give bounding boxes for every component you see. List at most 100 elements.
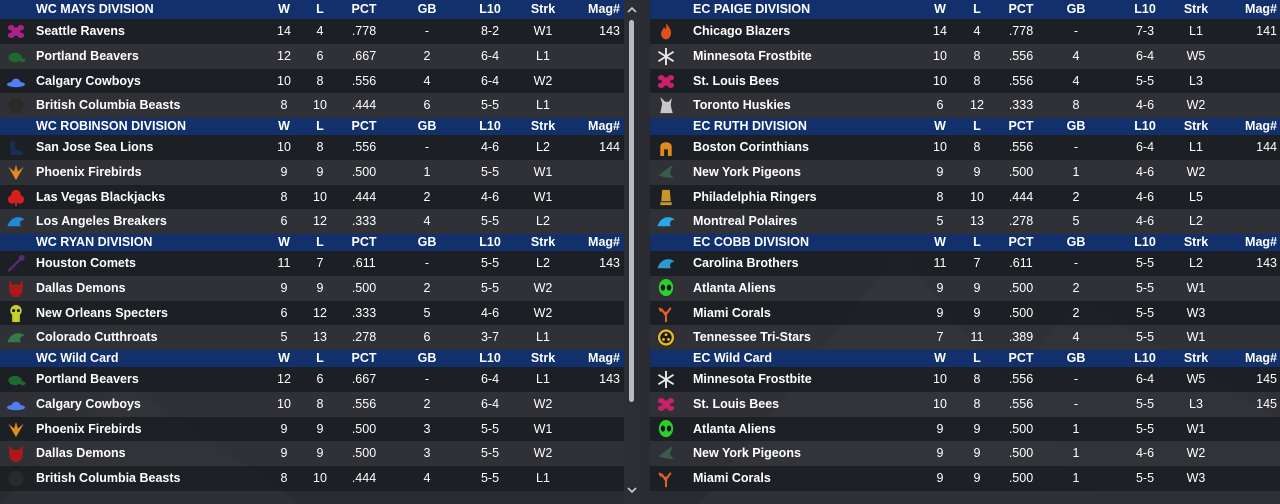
stat-gb: 5: [423, 305, 431, 320]
column-header-w: W: [278, 119, 290, 133]
scroll-up-icon[interactable]: [626, 4, 638, 16]
stat-w: 11: [933, 256, 947, 270]
stat-w: 10: [933, 140, 947, 154]
stat-w: 9: [936, 280, 944, 295]
team-row-portland-beavers[interactable]: Portland Beavers 12 6 .667 2 6-4 L1: [0, 43, 624, 69]
stat-w: 6: [280, 214, 288, 229]
column-header-pct: PCT: [351, 351, 377, 365]
stat-w: 8: [280, 189, 288, 204]
team-row-minnesota-frostbite[interactable]: Minnesota Frostbite 10 8 .556 4 6-4 W5: [650, 43, 1280, 69]
stat-l: 8: [973, 48, 981, 63]
column-header-w: W: [278, 235, 290, 249]
team-row-carolina-brothers[interactable]: Carolina Brothers 11 7 .611 - 5-5 L2 143: [650, 251, 1280, 276]
division-header-ec-wild-card[interactable]: EC Wild Card W L PCT GB L10 Strk Mag#: [650, 350, 1280, 367]
phoenix-firebirds-logo-icon: [6, 420, 26, 439]
stat-l: 10: [970, 189, 984, 204]
new-orleans-specters-logo-icon: [6, 304, 26, 323]
team-row-new-york-pigeons[interactable]: New York Pigeons 9 9 .500 1 4-6 W2: [650, 441, 1280, 466]
division-header-wc-ryan-division[interactable]: WC RYAN DIVISION W L PCT GB L10 Strk Mag#: [0, 234, 624, 251]
stat-pct: .389: [1008, 330, 1034, 345]
team-row-chicago-blazers[interactable]: Chicago Blazers 14 4 .778 - 7-3 L1 141: [650, 19, 1280, 44]
boston-corinthians-logo-icon: [656, 138, 676, 157]
team-row-st-louis-bees[interactable]: St. Louis Bees 10 8 .556 - 5-5 L3 145: [650, 391, 1280, 417]
column-header-pct: PCT: [351, 2, 377, 16]
team-row-colorado-cutthroats[interactable]: Colorado Cutthroats 5 13 .278 6 3-7 L1: [0, 325, 624, 350]
stat-l: 9: [973, 421, 981, 436]
carolina-brothers-logo-icon: [656, 254, 676, 273]
team-row-houston-comets[interactable]: Houston Comets 11 7 .611 - 5-5 L2 143: [0, 251, 624, 276]
team-row-british-columbia-beasts[interactable]: British Columbia Beasts 8 10 .444 4 5-5 L1: [0, 466, 624, 491]
chicago-blazers-logo-icon: [656, 22, 676, 41]
division-header-ec-ruth-division[interactable]: EC RUTH DIVISION W L PCT GB L10 Strk Mag#: [650, 118, 1280, 135]
stat-mag: 144: [1256, 140, 1277, 154]
phoenix-firebirds-logo-icon: [6, 163, 26, 182]
stat-w: 8: [280, 98, 288, 113]
team-name: Atlanta Aliens: [693, 280, 776, 295]
stat-gb: 1: [1072, 164, 1080, 179]
division-header-ec-paige-division[interactable]: EC PAIGE DIVISION W L PCT GB L10 Strk Mag#: [650, 0, 1280, 19]
stat-gb: 1: [1072, 421, 1080, 436]
scrollbar-thumb[interactable]: [629, 20, 634, 402]
stat-strk: W1: [1186, 421, 1206, 436]
stat-l: 13: [970, 214, 984, 229]
team-row-toronto-huskies[interactable]: Toronto Huskies 6 12 .333 8 4-6 W2: [650, 93, 1280, 118]
team-row-miami-corals[interactable]: Miami Corals 9 9 .500 2 5-5 W3: [650, 300, 1280, 326]
column-header-pct: PCT: [351, 119, 377, 133]
team-name: Minnesota Frostbite: [693, 372, 812, 386]
stat-l: 9: [973, 446, 981, 461]
team-row-atlanta-aliens[interactable]: Atlanta Aliens 9 9 .500 1 5-5 W1: [650, 416, 1280, 442]
column-header-mag: Mag#: [588, 119, 620, 133]
team-row-phoenix-firebirds[interactable]: Phoenix Firebirds 9 9 .500 1 5-5 W1: [0, 159, 624, 185]
team-row-new-york-pigeons[interactable]: New York Pigeons 9 9 .500 1 4-6 W2: [650, 159, 1280, 185]
stat-strk: W3: [1186, 471, 1206, 485]
standings-scrollbar[interactable]: [624, 0, 640, 504]
team-row-las-vegas-blackjacks[interactable]: Las Vegas Blackjacks 8 10 .444 2 4-6 W1: [0, 184, 624, 210]
team-row-portland-beavers[interactable]: Portland Beavers 12 6 .667 - 6-4 L1 143: [0, 367, 624, 392]
team-row-boston-corinthians[interactable]: Boston Corinthians 10 8 .556 - 6-4 L1 144: [650, 135, 1280, 160]
team-name: Philadelphia Ringers: [693, 189, 817, 204]
stat-pct: .444: [351, 98, 377, 113]
team-name: Montreal Polaires: [693, 214, 798, 229]
team-row-dallas-demons[interactable]: Dallas Demons 9 9 .500 2 5-5 W2: [0, 275, 624, 301]
column-header-l10: L10: [479, 2, 501, 16]
stat-w: 9: [280, 446, 288, 461]
stat-pct: .500: [351, 280, 377, 295]
column-header-l10: L10: [479, 351, 501, 365]
team-row-st-louis-bees[interactable]: St. Louis Bees 10 8 .556 4 5-5 L3: [650, 68, 1280, 94]
stat-l: 12: [313, 214, 327, 229]
stat-l: 4: [973, 24, 981, 38]
team-row-phoenix-firebirds[interactable]: Phoenix Firebirds 9 9 .500 3 5-5 W1: [0, 416, 624, 442]
stat-gb: 4: [423, 73, 431, 88]
team-row-calgary-cowboys[interactable]: Calgary Cowboys 10 8 .556 2 6-4 W2: [0, 391, 624, 417]
team-name: Miami Corals: [693, 305, 771, 320]
montreal-polaires-logo-icon: [656, 212, 676, 231]
column-header-pct: PCT: [1008, 119, 1034, 133]
team-row-san-jose-sea-lions[interactable]: San Jose Sea Lions 10 8 .556 - 4-6 L2 144: [0, 135, 624, 160]
team-row-dallas-demons[interactable]: Dallas Demons 9 9 .500 3 5-5 W2: [0, 441, 624, 466]
team-row-seattle-ravens[interactable]: Seattle Ravens 14 4 .778 - 8-2 W1 143: [0, 19, 624, 44]
team-row-philadelphia-ringers[interactable]: Philadelphia Ringers 8 10 .444 2 4-6 L5: [650, 184, 1280, 210]
stat-l: 9: [316, 446, 324, 461]
team-row-new-orleans-specters[interactable]: New Orleans Specters 6 12 .333 5 4-6 W2: [0, 300, 624, 326]
team-row-british-columbia-beasts[interactable]: British Columbia Beasts 8 10 .444 6 5-5 L1: [0, 93, 624, 118]
division-header-ec-cobb-division[interactable]: EC COBB DIVISION W L PCT GB L10 Strk Mag#: [650, 234, 1280, 251]
team-row-los-angeles-breakers[interactable]: Los Angeles Breakers 6 12 .333 4 5-5 L2: [0, 209, 624, 234]
team-row-tennessee-tri-stars[interactable]: Tennessee Tri-Stars 7 11 .389 4 5-5 W1: [650, 325, 1280, 350]
team-row-minnesota-frostbite[interactable]: Minnesota Frostbite 10 8 .556 - 6-4 W5 145: [650, 367, 1280, 392]
stat-w: 9: [936, 305, 944, 320]
team-row-atlanta-aliens[interactable]: Atlanta Aliens 9 9 .500 2 5-5 W1: [650, 275, 1280, 301]
team-row-miami-corals[interactable]: Miami Corals 9 9 .500 1 5-5 W3: [650, 466, 1280, 491]
team-row-montreal-polaires[interactable]: Montreal Polaires 5 13 .278 5 4-6 L2: [650, 209, 1280, 234]
division-header-wc-robinson-division[interactable]: WC ROBINSON DIVISION W L PCT GB L10 Strk Mag#: [0, 118, 624, 135]
stat-gb: 1: [423, 164, 431, 179]
division-header-wc-mays-division[interactable]: WC MAYS DIVISION W L PCT GB L10 Strk Mag#: [0, 0, 624, 19]
division-header-wc-wild-card[interactable]: WC Wild Card W L PCT GB L10 Strk Mag#: [0, 350, 624, 367]
stat-strk: L1: [536, 372, 550, 386]
stat-l: 12: [970, 98, 984, 113]
scroll-down-icon[interactable]: [626, 484, 638, 496]
team-row-calgary-cowboys[interactable]: Calgary Cowboys 10 8 .556 4 6-4 W2: [0, 68, 624, 94]
stat-gb: -: [1073, 140, 1079, 154]
team-name: New Orleans Specters: [36, 305, 169, 320]
stat-pct: .667: [351, 48, 377, 63]
stat-gb: -: [1073, 24, 1079, 38]
